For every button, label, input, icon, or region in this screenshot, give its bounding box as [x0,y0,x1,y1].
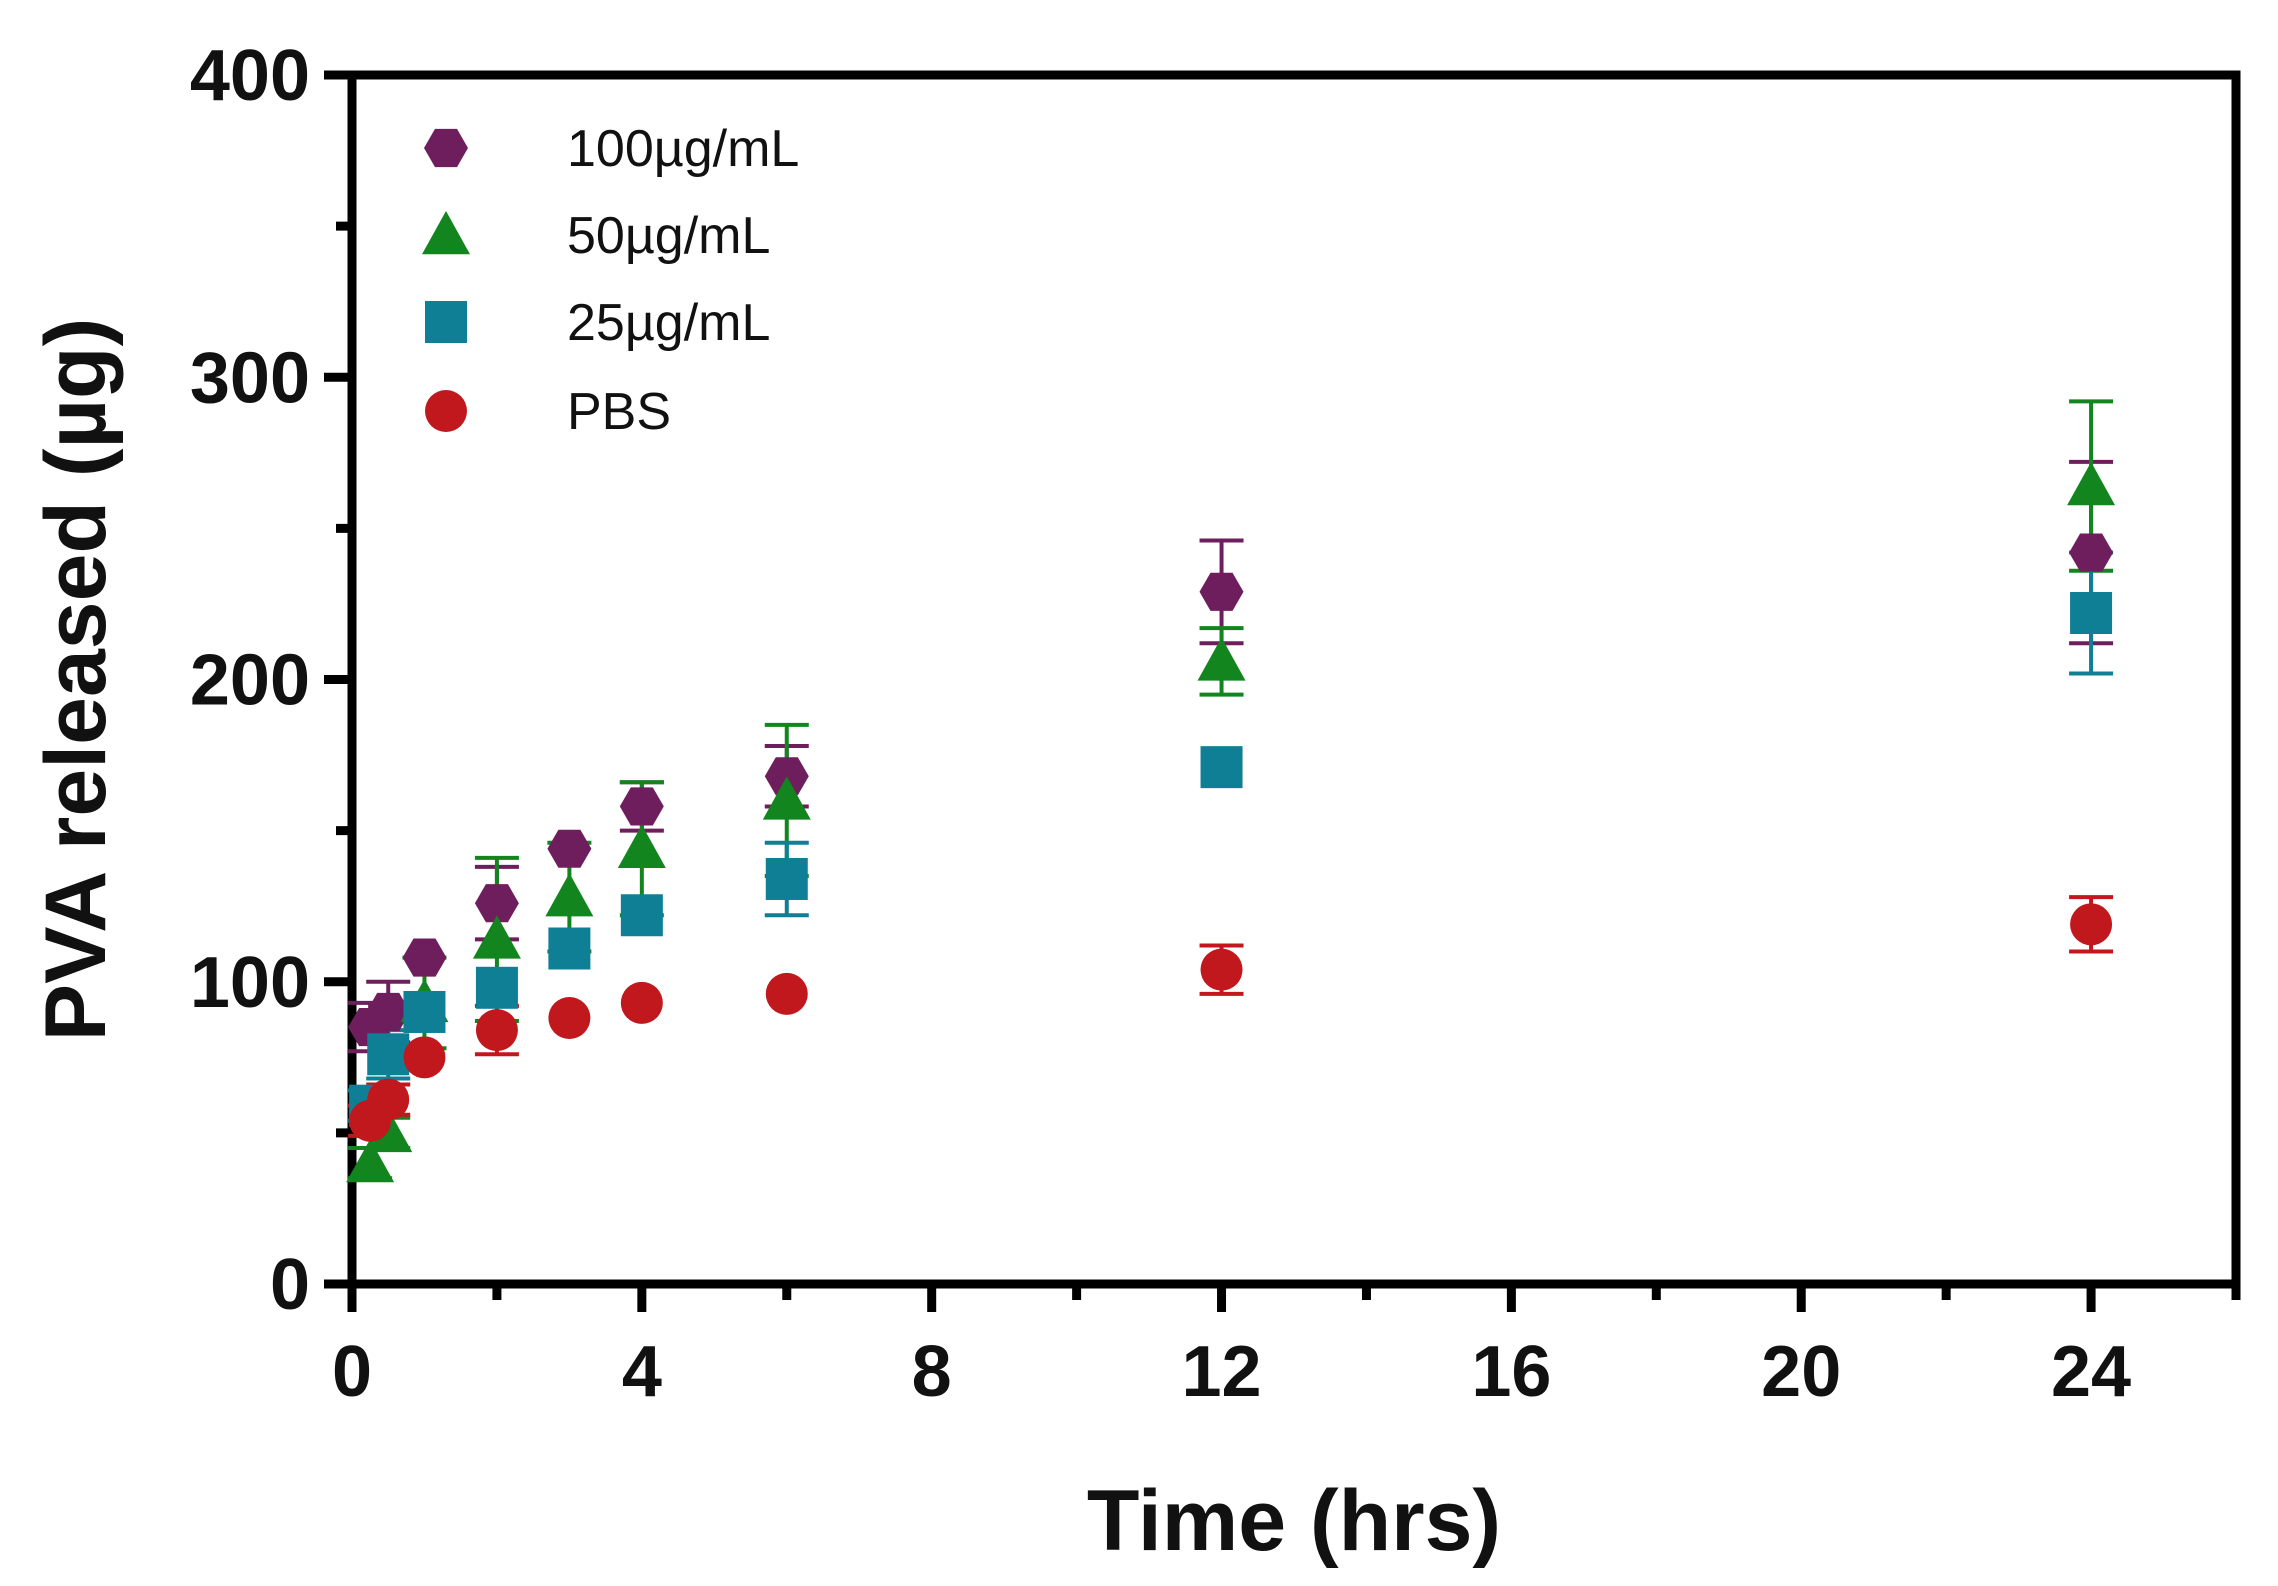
data-point-pbs [548,997,591,1040]
data-point-100-g-ml [764,757,809,796]
data-point-25-g-ml [620,894,663,937]
data-point-25-g-ml [367,1033,410,1076]
data-point-25-g-ml [403,990,446,1033]
x-tick-label: 24 [2051,1332,2131,1412]
data-point-pbs [2070,903,2113,946]
data-point-50-g-ml [762,776,811,820]
data-point-25-g-ml [475,966,518,1009]
data-point-100-g-ml [474,884,519,923]
data-point-50-g-ml [1197,637,1246,681]
y-tick-label: 100 [190,943,310,1023]
x-tick-label: 16 [1471,1332,1551,1412]
data-point-100-g-ml [1199,572,1244,611]
data-point-pbs [620,981,663,1024]
data-point-100-g-ml [366,992,411,1031]
data-point-pbs [1200,948,1243,991]
legend-label-100-g-ml: 100µg/mL [567,120,799,178]
y-tick-label: 300 [190,338,310,418]
data-point-pbs [367,1078,410,1121]
x-tick-label: 20 [1761,1332,1841,1412]
x-tick-label: 4 [622,1332,662,1412]
y-axis-title: PVA released (µg) [28,318,124,1041]
data-point-pbs [475,1009,518,1052]
data-point-50-g-ml [617,824,666,868]
data-point-50-g-ml [472,915,521,959]
legend-marker-pbs [425,390,467,432]
data-point-25-g-ml [548,927,591,970]
data-point-25-g-ml [1200,746,1243,789]
data-point-pbs [403,1036,446,1079]
data-point-25-g-ml [2070,592,2113,635]
legend-marker-50-g-ml [422,211,470,255]
data-point-50-g-ml [545,873,594,917]
data-point-100-g-ml [619,787,664,826]
legend: 100µg/mL 50µg/mL 25µg/mL PBS [422,120,799,441]
data-markers [346,462,2116,1183]
x-tick-label: 8 [912,1332,952,1412]
data-point-25-g-ml [765,857,808,900]
data-point-pbs [765,972,808,1015]
x-axis-title: Time (hrs) [1087,1473,1501,1569]
axis-ticks [324,70,2241,1312]
legend-label-50-g-ml: 50µg/mL [567,207,770,265]
legend-label-25-g-ml: 25µg/mL [567,294,770,352]
legend-label-pbs: PBS [567,383,671,441]
data-point-100-g-ml [2069,533,2114,572]
y-tick-label: 400 [190,36,310,116]
error-bars [348,399,2114,1181]
data-point-50-g-ml [2067,462,2116,506]
x-tick-label: 12 [1181,1332,1261,1412]
axis-tick-labels: 0 4 8 12 16 20 24 0 100 200 300 400 [190,36,2131,1412]
legend-marker-25-g-ml [425,301,467,343]
x-tick-label: 0 [332,1332,372,1412]
legend-marker-100-g-ml [424,128,468,168]
y-tick-label: 200 [190,641,310,721]
data-point-50-g-ml [346,1139,395,1183]
data-point-100-g-ml [402,938,447,977]
y-tick-label: 0 [270,1245,310,1325]
data-point-100-g-ml [547,829,592,868]
